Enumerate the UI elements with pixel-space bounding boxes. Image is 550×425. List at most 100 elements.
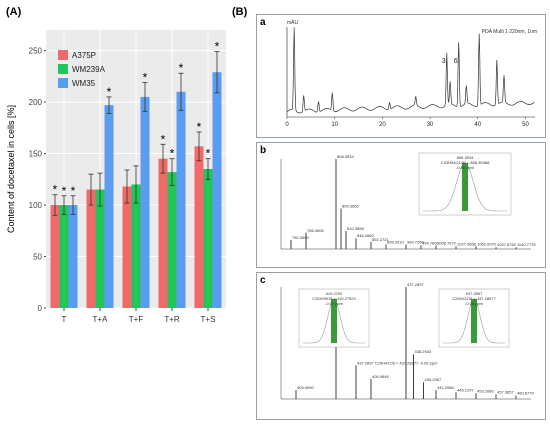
significance-star: *	[215, 40, 220, 54]
y-axis-label: mAU	[287, 20, 299, 26]
peak-label: 809.3566	[342, 204, 359, 209]
legend-swatch	[58, 78, 68, 88]
bar	[212, 72, 222, 308]
x-tick-label: T+A	[93, 315, 109, 324]
significance-star: *	[161, 132, 166, 146]
significance-star: *	[53, 183, 58, 197]
peak-label: 457.3857	[497, 390, 514, 395]
significance-star: *	[179, 61, 184, 75]
y-tick-label: 200	[29, 98, 43, 107]
significance-star: *	[206, 147, 211, 161]
x-tick-label: 10	[331, 122, 338, 128]
y-tick-label: 50	[33, 253, 42, 262]
peak-label: 1140.7776	[517, 242, 536, 247]
bar	[167, 172, 177, 308]
x-tick-label: T+F	[129, 315, 144, 324]
peak-label: 808.3534	[337, 154, 354, 159]
bar	[131, 184, 141, 308]
bar-chart: 0 50 100 150 200 250 T * * * T+A * T+F * T+R * * * T+S * * * C…	[6, 30, 226, 324]
peak-label: 6	[454, 58, 458, 65]
mass-spectrum-b-panel: b 750.3590 766.3606 808.3534 809.3566 810.35…	[256, 142, 546, 268]
bar	[176, 91, 186, 309]
bar	[194, 146, 204, 308]
isotope-peak	[331, 299, 337, 343]
panel-b-label: (B)	[232, 6, 248, 18]
bar	[68, 205, 78, 308]
isotope-peak	[462, 163, 468, 211]
x-tick-label: 50	[522, 122, 529, 128]
x-tick-label: T+S	[201, 315, 216, 324]
x-tick-label: 0	[285, 122, 289, 128]
inset-label: C25H39O5 = 419.27923	[312, 296, 356, 301]
mass-spectrum-c-panel: c 409.9090 419.2792 437.2897 C25H41O6 = 43…	[256, 272, 546, 420]
peak-label: 438.2933	[415, 349, 432, 354]
isotope-peak	[471, 299, 477, 343]
inset-label: -0.06 ppm	[465, 301, 484, 306]
mass-spectrum-c: 409.9090 419.2792 437.2897 C25H41O6 = 437.…	[280, 282, 534, 400]
peak-label: 899.2910	[387, 240, 404, 245]
peak-label: 441.2986	[437, 385, 454, 390]
peak-label: 439.2967	[425, 377, 442, 382]
inset-label: C43H54O14N = 808.35388	[441, 160, 490, 165]
panel-a-label: (A)	[6, 6, 22, 18]
x-tick-label: 30	[427, 122, 434, 128]
significance-star: *	[71, 184, 76, 198]
x-tick-label: 20	[379, 122, 386, 128]
bar	[122, 186, 132, 308]
y-tick-label: 150	[29, 150, 43, 159]
legend-label: WM239A	[72, 65, 106, 74]
inset-label: -0.55 ppm	[456, 165, 475, 170]
x-tick-label: T+R	[164, 315, 180, 324]
sub-label-a: a	[260, 17, 266, 28]
inset-label: C25H41O6 = 437.28977	[452, 296, 496, 301]
peak-label: 1062.0070	[477, 241, 497, 246]
peak-label: 437.2897	[407, 282, 424, 287]
peak-label: 1008.7672	[437, 240, 457, 245]
peak-label: 766.3606	[307, 228, 324, 233]
chromatogram: mAU 0 10 20 30 40 50 PDA Multi 1 220nm, 1nm 3 6	[285, 20, 537, 128]
peak-label: 409.9090	[297, 385, 314, 390]
inset-label: 437.2897	[466, 291, 483, 296]
peak-label: 405.9846	[372, 374, 389, 379]
inset-label: 808.3534	[457, 155, 474, 160]
y-tick-label: 250	[29, 47, 43, 56]
peak-label: 848.2860	[357, 233, 374, 238]
peak-label: 445.1207	[457, 387, 474, 392]
bar	[140, 96, 150, 308]
bar	[50, 205, 60, 308]
legend-label: A375P	[72, 51, 96, 60]
legend-swatch	[58, 50, 68, 60]
bar	[104, 105, 114, 308]
bar	[86, 189, 96, 308]
significance-star: *	[170, 147, 175, 161]
inset-label: 419.2792	[326, 291, 343, 296]
inset-label: -0.07 ppm	[325, 301, 344, 306]
peak-label: 750.3590	[292, 235, 309, 240]
peak-label: 892.2721	[372, 237, 389, 242]
significance-star: *	[62, 184, 67, 198]
peak-label: 3	[442, 58, 446, 65]
chromatogram-panel: a mAU 0 10 20 30 40 50 PDA Multi 1 220nm, 1nm 3 6	[256, 14, 546, 138]
significance-star: *	[107, 85, 112, 99]
bar	[158, 158, 168, 308]
peak-label: 453.2680	[477, 388, 494, 393]
peak-label: 964.7260	[407, 240, 424, 245]
y-axis-label: Content of docetaxel in cells [%]	[6, 105, 16, 233]
significance-star: *	[143, 71, 148, 85]
chromatogram-trace	[286, 27, 535, 114]
peak-label: 460.6770	[517, 391, 534, 396]
peak-label: 810.3598	[347, 226, 364, 231]
y-tick-label: 100	[29, 201, 43, 210]
peak-label: 1097.8760	[497, 242, 517, 247]
significance-star: *	[197, 120, 202, 134]
bar	[203, 169, 213, 308]
trace-annotation: PDA Multi 1 220nm, 1nm	[482, 29, 537, 35]
bar	[95, 189, 105, 308]
legend-swatch	[58, 64, 68, 74]
bar	[59, 205, 69, 308]
sub-label-c: c	[260, 275, 266, 286]
x-tick-label: T	[62, 315, 67, 324]
sub-label-b: b	[260, 145, 267, 156]
x-tick-label: 40	[474, 122, 481, 128]
peak-label: 437.2897 C25H41O6 = 437.28977 -0.06 ppm	[357, 360, 438, 365]
